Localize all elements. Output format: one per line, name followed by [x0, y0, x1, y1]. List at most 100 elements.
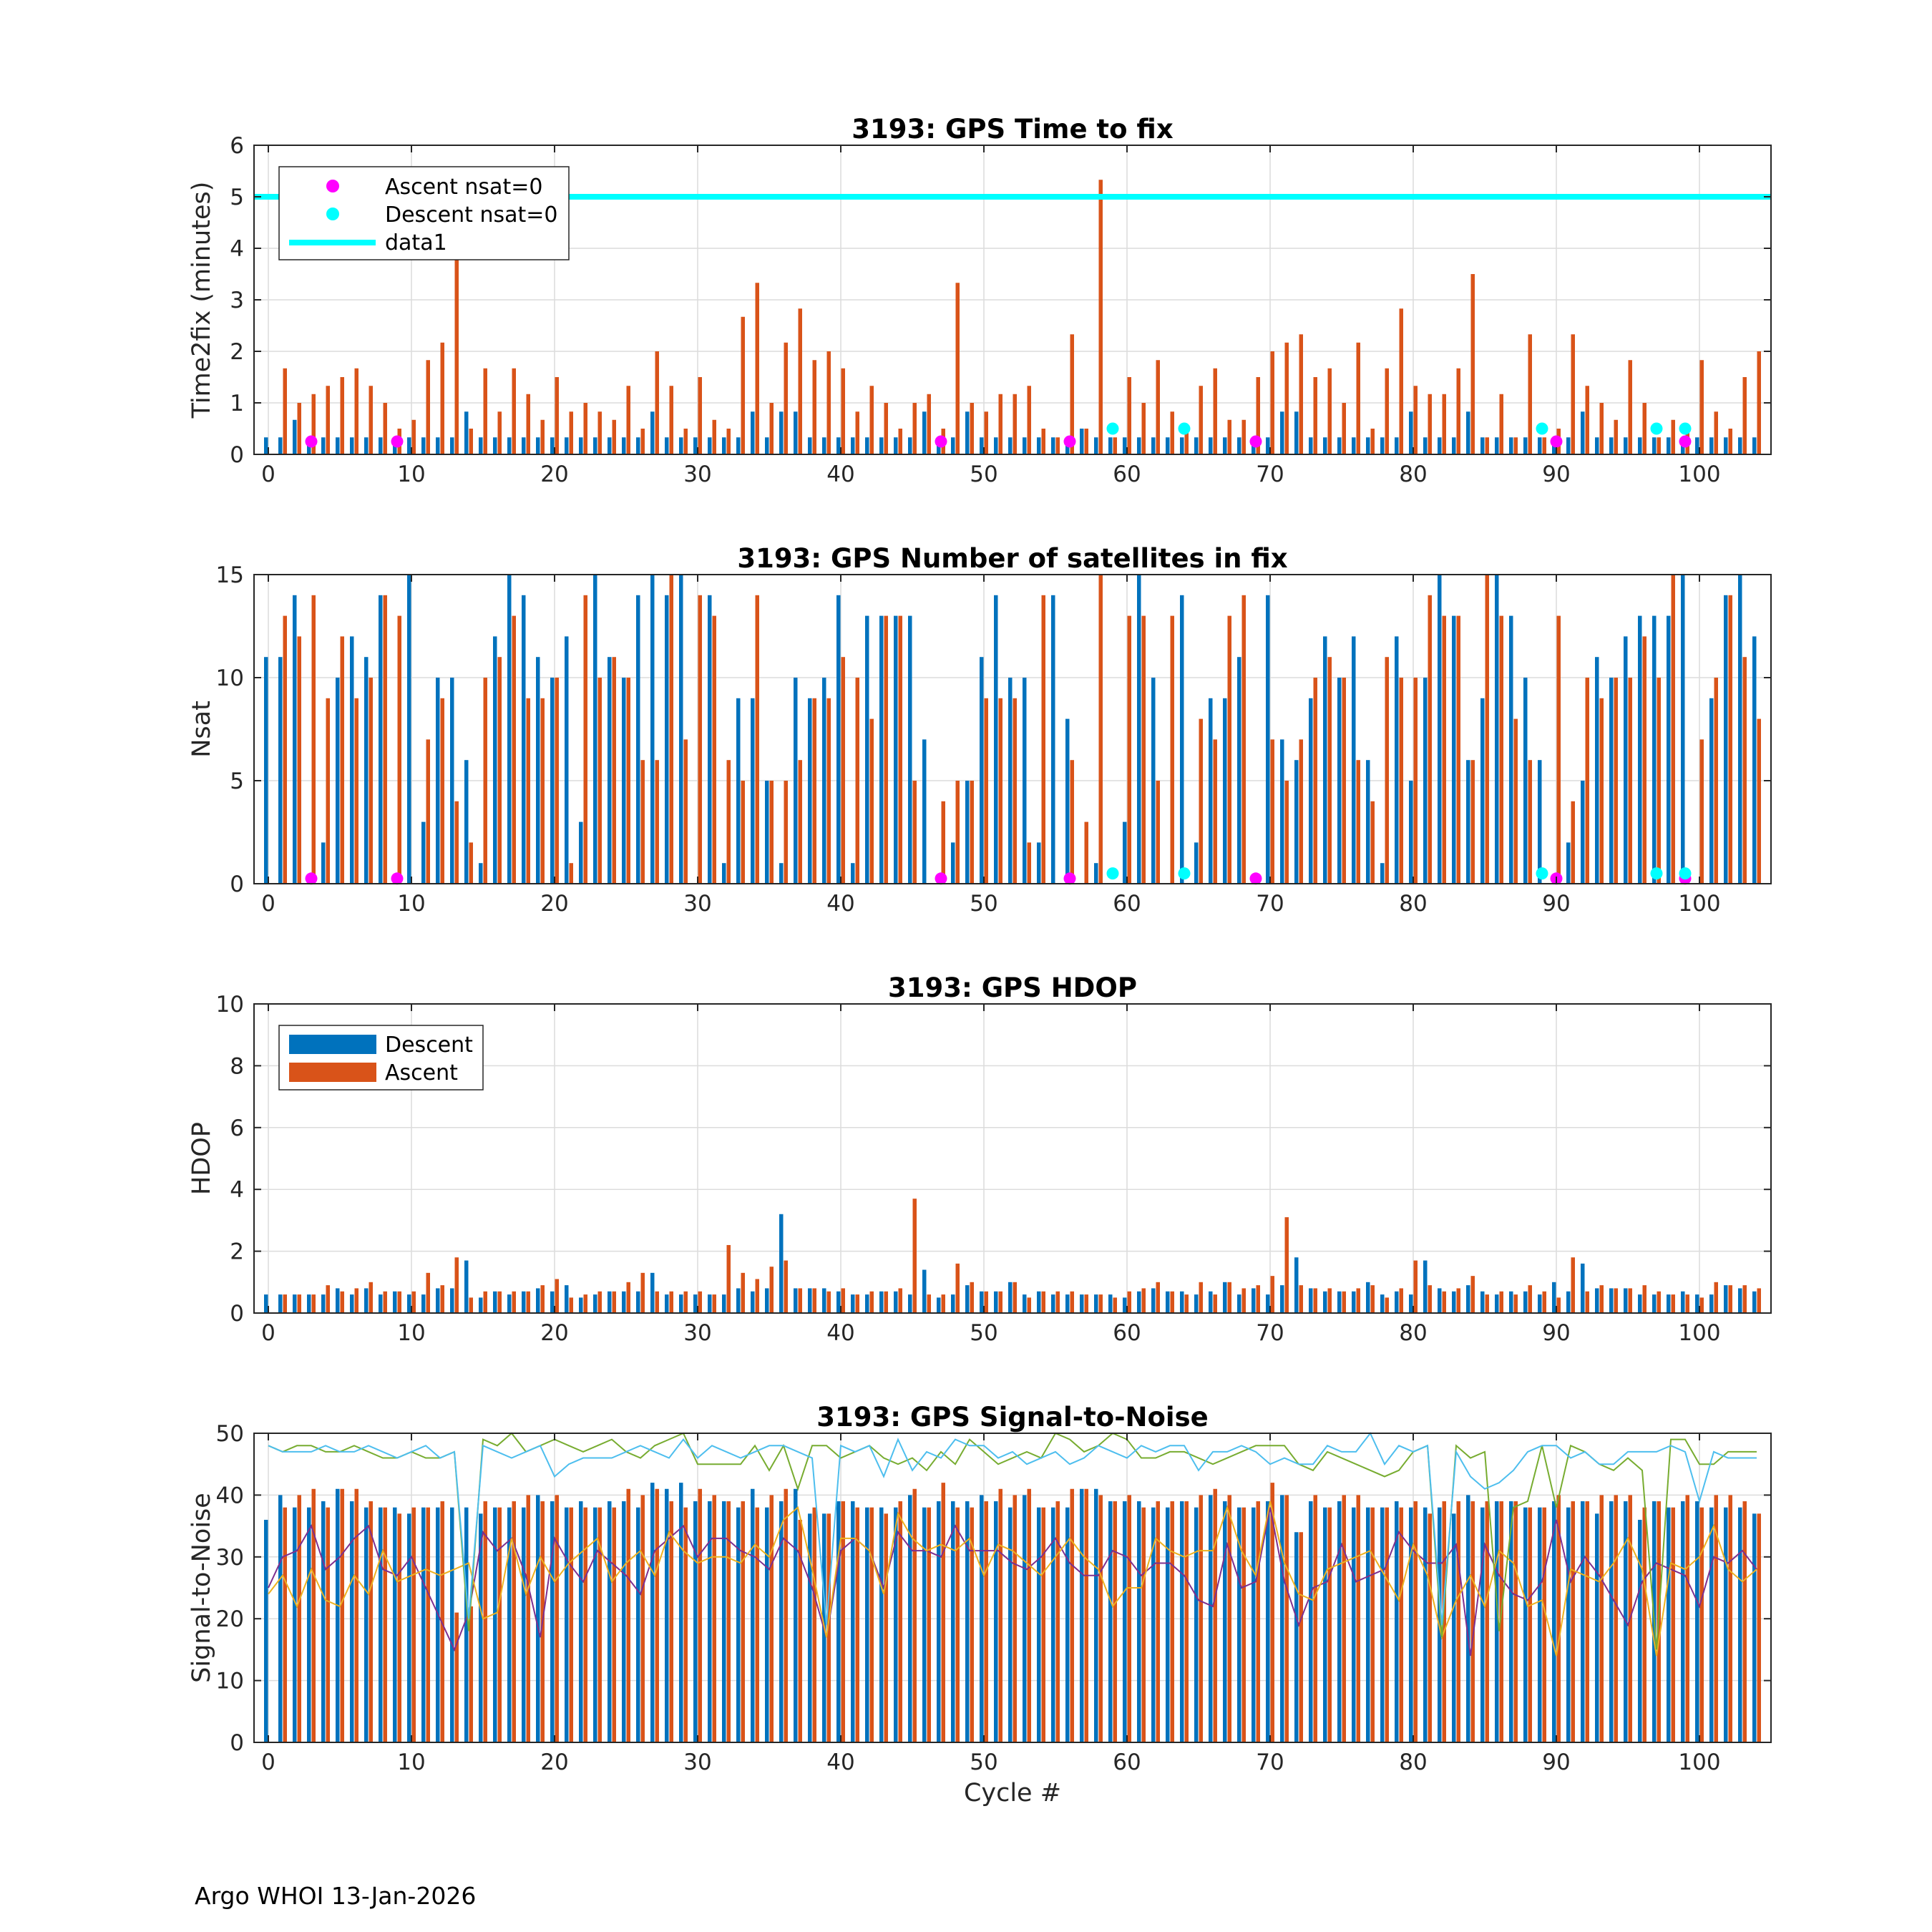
ascent-nsat0-marker — [305, 872, 318, 885]
descent-bar — [1681, 1501, 1685, 1742]
descent-nsat0-marker — [1650, 422, 1663, 435]
descent-bar — [1280, 1495, 1284, 1742]
ascent-bar — [1027, 1297, 1031, 1313]
ascent-bar — [1456, 368, 1460, 454]
descent-bar — [1495, 575, 1499, 884]
descent-bar — [1466, 760, 1470, 884]
ascent-bar — [1628, 360, 1632, 454]
descent-bar — [264, 1294, 268, 1313]
descent-bar — [1337, 678, 1342, 884]
y-tick-label: 0 — [230, 442, 244, 468]
descent-bar — [879, 1507, 884, 1742]
ascent-bar — [1485, 437, 1489, 454]
ascent-bar — [798, 1519, 802, 1742]
descent-bar — [593, 1507, 597, 1742]
ascent-bar — [1571, 1501, 1575, 1742]
descent-bar — [479, 1513, 483, 1742]
descent-bar — [1509, 1501, 1513, 1742]
ascent-bar — [1113, 1297, 1117, 1313]
descent-bar — [450, 678, 454, 884]
descent-bar — [879, 1291, 884, 1313]
descent-bar — [650, 575, 655, 884]
y-tick-label: 5 — [230, 185, 244, 210]
ascent-bar — [1714, 1282, 1718, 1313]
descent-bar — [1223, 1501, 1227, 1742]
ascent-bar — [1313, 377, 1317, 454]
descent-bar — [1495, 1501, 1499, 1742]
descent-bar — [264, 657, 268, 884]
descent-bar — [436, 437, 440, 454]
descent-bar — [579, 1297, 583, 1313]
ascent-bar — [912, 1488, 917, 1742]
x-tick-label: 70 — [1256, 1320, 1284, 1346]
ascent-bar — [354, 368, 358, 454]
ascent-bar — [955, 1507, 960, 1742]
ascent-nsat0-marker — [935, 872, 947, 885]
axes-box — [253, 1003, 1772, 1314]
ascent-bar — [1098, 575, 1103, 884]
descent-bar — [1638, 1519, 1642, 1742]
descent-bar — [1438, 437, 1442, 454]
ascent-bar — [555, 377, 559, 454]
descent-bar — [1008, 437, 1013, 454]
ascent-bar — [1699, 1297, 1704, 1313]
descent-bar — [1667, 437, 1671, 454]
descent-bar — [350, 636, 354, 884]
descent-bar — [1452, 437, 1456, 454]
ascent-bar — [454, 1612, 459, 1742]
y-tick-label: 0 — [230, 872, 244, 897]
x-tick-label: 60 — [1113, 1750, 1141, 1775]
descent-bar — [808, 1288, 812, 1313]
ascent-bar — [1542, 1291, 1546, 1313]
ascent-bar — [397, 1291, 401, 1313]
ascent-bar — [1241, 419, 1246, 454]
y-axis-label: Time2fix (minutes) — [187, 182, 216, 419]
ascent-bar — [712, 1495, 716, 1742]
footer-text: Argo WHOI 13-Jan-2026 — [195, 1882, 477, 1910]
ascent-bar — [1728, 429, 1732, 454]
ascent-bar — [340, 636, 344, 884]
descent-bar — [980, 1291, 984, 1313]
ascent-bar — [1213, 739, 1217, 884]
x-tick-label: 50 — [970, 891, 997, 917]
descent-bar — [1581, 1263, 1585, 1313]
descent-bar — [278, 1495, 283, 1742]
ascent-bar — [1499, 1291, 1503, 1313]
ascent-bar — [340, 1488, 344, 1742]
ascent-bar — [1642, 1507, 1646, 1742]
descent-bar — [293, 1294, 297, 1313]
descent-bar — [836, 1291, 841, 1313]
descent-bar — [307, 1507, 311, 1742]
ascent-bar — [354, 1288, 358, 1313]
ascent-bar — [440, 1501, 444, 1742]
ascent-bar — [1084, 821, 1088, 884]
descent-bar — [493, 636, 497, 884]
x-tick-label: 70 — [1256, 462, 1284, 487]
ascent-bar — [369, 1501, 373, 1742]
ascent-bar — [884, 1513, 888, 1742]
descent-bar — [393, 1291, 397, 1313]
descent-bar — [293, 419, 297, 454]
ascent-bar — [626, 1488, 630, 1742]
ascent-bar — [1614, 678, 1618, 884]
ascent-bar — [1442, 1501, 1446, 1742]
ascent-bar — [1098, 180, 1103, 455]
descent-bar — [794, 411, 798, 454]
descent-bar — [1094, 437, 1098, 454]
ascent-bar — [1342, 1495, 1346, 1742]
ascent-bar — [1241, 1507, 1246, 1742]
ascent-bar — [812, 1507, 816, 1742]
panel-snr: 0 10 20 30 40 50 60 70 80 90 100 0 10 20 30 40 50 3193: G… — [187, 1402, 1772, 1807]
descent-bar — [1266, 1501, 1270, 1742]
snr_lightblue-line — [268, 1432, 1757, 1625]
descent-bar — [536, 1495, 540, 1742]
legend-label: Descent — [385, 1033, 473, 1058]
descent-bar — [1137, 1291, 1141, 1313]
ascent-bar — [1728, 1495, 1732, 1742]
descent-bar — [736, 437, 741, 454]
ascent-bar — [283, 368, 287, 454]
descent-bar — [1409, 1507, 1413, 1742]
plot-area — [254, 1433, 1771, 1742]
ascent-bar — [970, 403, 974, 454]
ascent-bar — [1470, 274, 1475, 454]
